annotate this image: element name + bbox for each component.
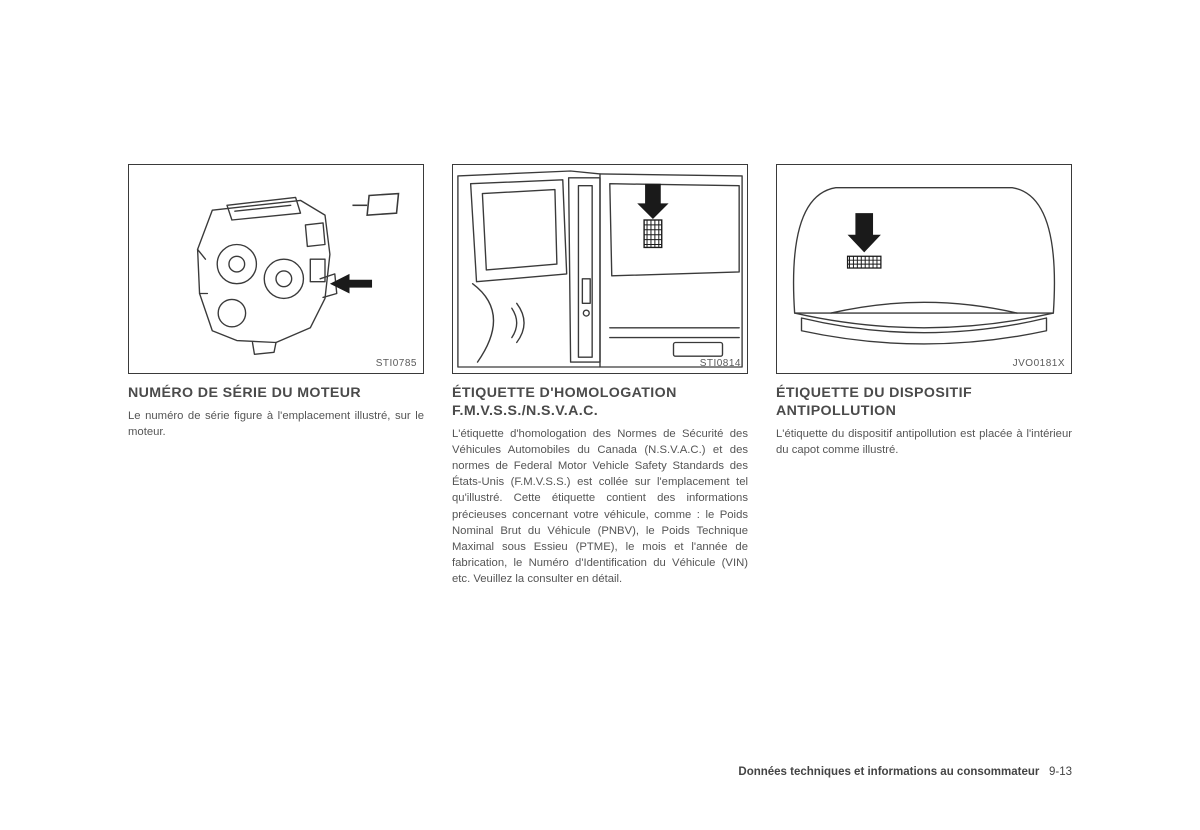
engine-illustration-icon: [129, 165, 423, 373]
figure-label: STI0814: [700, 358, 741, 369]
footer-page-number: 9-13: [1049, 766, 1072, 778]
figure-label: STI0785: [376, 358, 417, 369]
section-heading: ÉTIQUETTE D'HOMOLOGATION F.M.V.S.S./N.S.…: [452, 384, 748, 420]
section-body: L'étiquette du dispositif antipollution …: [776, 426, 1072, 458]
section-heading: NUMÉRO DE SÉRIE DU MOTEUR: [128, 384, 424, 402]
manual-page: STI0785 NUMÉRO DE SÉRIE DU MOTEUR Le num…: [0, 0, 1200, 587]
figure-hood: JVO0181X: [776, 164, 1072, 374]
figure-door-pillar: STI0814: [452, 164, 748, 374]
hood-illustration-icon: [777, 165, 1071, 373]
column-emission-label: JVO0181X ÉTIQUETTE DU DISPOSITIF ANTIPOL…: [776, 164, 1072, 587]
door-pillar-illustration-icon: [453, 165, 747, 373]
figure-label: JVO0181X: [1013, 358, 1065, 369]
column-certification-label: STI0814 ÉTIQUETTE D'HOMOLOGATION F.M.V.S…: [452, 164, 748, 587]
page-footer: Données techniques et informations au co…: [738, 766, 1072, 778]
column-engine-serial: STI0785 NUMÉRO DE SÉRIE DU MOTEUR Le num…: [128, 164, 424, 587]
footer-section-title: Données techniques et informations au co…: [738, 766, 1039, 778]
section-body: Le numéro de série figure à l'emplacemen…: [128, 408, 424, 440]
figure-engine: STI0785: [128, 164, 424, 374]
section-body: L'étiquette d'homologation des Normes de…: [452, 426, 748, 586]
section-heading: ÉTIQUETTE DU DISPOSITIF ANTIPOLLUTION: [776, 384, 1072, 420]
column-row: STI0785 NUMÉRO DE SÉRIE DU MOTEUR Le num…: [128, 164, 1072, 587]
